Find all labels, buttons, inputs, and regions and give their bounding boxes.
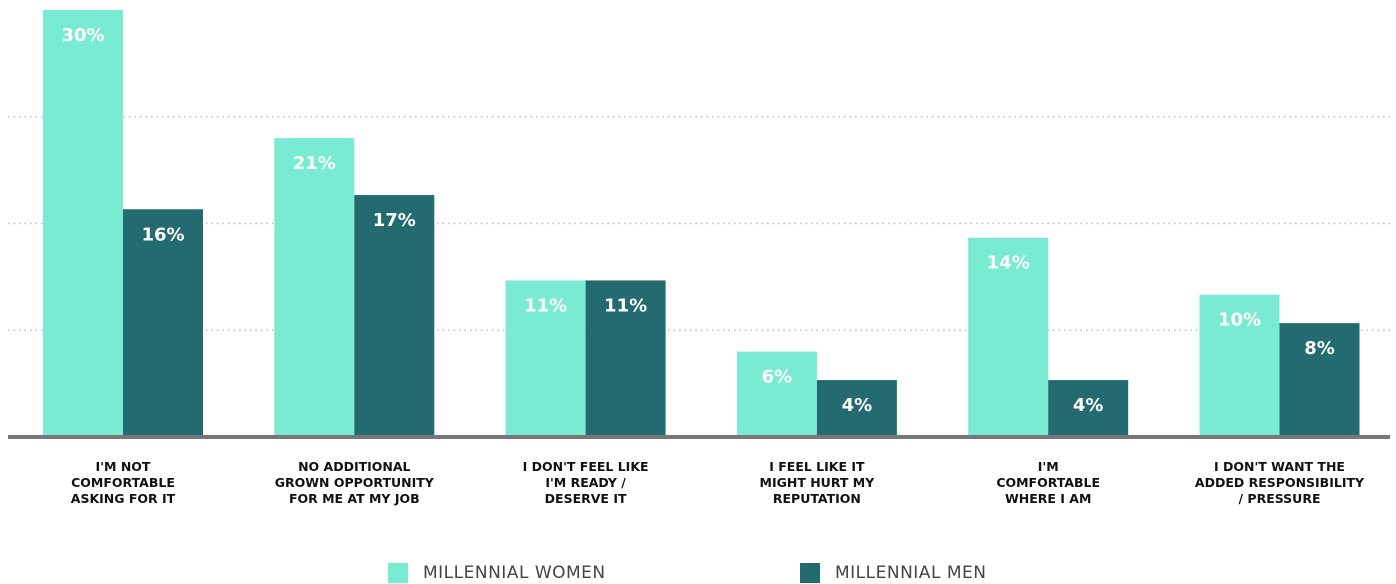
x-tick-label: NO ADDITIONAL GROWN OPPORTUNITY FOR ME A… bbox=[274, 459, 434, 506]
legend-label: MILLENNIAL MEN bbox=[835, 563, 987, 583]
bar bbox=[816, 380, 897, 437]
value-label: 14% bbox=[987, 253, 1030, 274]
value-label: 11% bbox=[604, 295, 647, 316]
legend-swatch bbox=[800, 563, 820, 583]
bar bbox=[505, 280, 586, 437]
value-label: 8% bbox=[1304, 338, 1335, 359]
bar bbox=[354, 195, 435, 437]
legend-label: MILLENNIAL WOMEN bbox=[423, 563, 606, 583]
value-label: 4% bbox=[842, 395, 873, 416]
value-label: 30% bbox=[61, 25, 104, 46]
bar bbox=[968, 237, 1049, 437]
bar bbox=[736, 351, 817, 437]
bar bbox=[274, 138, 355, 437]
bar bbox=[123, 209, 203, 437]
value-label: 21% bbox=[293, 153, 336, 174]
bar bbox=[1199, 294, 1280, 437]
value-label: 6% bbox=[762, 367, 793, 388]
value-label: 11% bbox=[524, 295, 567, 316]
bar bbox=[1279, 323, 1360, 437]
value-label: 4% bbox=[1073, 395, 1104, 416]
x-tick-label: I'M NOT COMFORTABLE ASKING FOR IT bbox=[70, 459, 176, 506]
x-tick-label: I'M COMFORTABLE WHERE I AM bbox=[996, 459, 1101, 506]
value-label: 10% bbox=[1218, 310, 1261, 331]
value-label: 16% bbox=[141, 224, 184, 245]
bar bbox=[585, 280, 666, 437]
value-label: 17% bbox=[373, 210, 416, 231]
x-tick-label: I FEEL LIKE IT MIGHT HURT MY REPUTATION bbox=[759, 459, 875, 506]
bar bbox=[1048, 380, 1129, 437]
x-tick-label: I DON'T FEEL LIKE I'M READY / DESERVE IT bbox=[522, 459, 649, 506]
bar bbox=[43, 10, 123, 437]
legend-swatch bbox=[388, 563, 408, 583]
x-tick-label: I DON'T WANT THE ADDED RESPONSIBILITY / … bbox=[1194, 459, 1365, 506]
